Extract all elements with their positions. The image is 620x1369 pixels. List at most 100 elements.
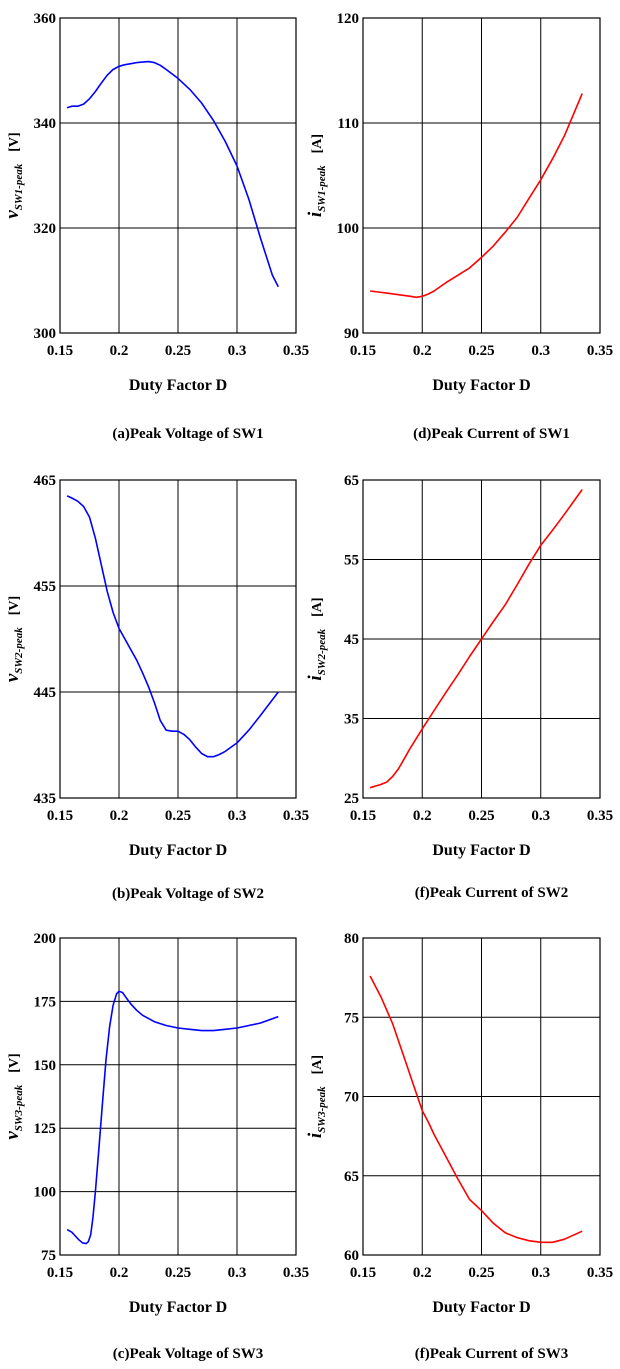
x-axis-label: Duty Factor D bbox=[432, 1299, 530, 1316]
x-tick-label: 0.2 bbox=[110, 343, 129, 359]
y-tick-label: 125 bbox=[34, 1121, 57, 1137]
series-line bbox=[369, 975, 583, 1244]
y-tick-label: 360 bbox=[34, 11, 57, 27]
x-tick-label: 0.3 bbox=[228, 343, 247, 359]
y-tick-label: 90 bbox=[344, 326, 359, 342]
chart-caption: (f)Peak Current of SW3 bbox=[415, 1346, 568, 1362]
y-tick-label: 60 bbox=[344, 1248, 359, 1264]
x-axis-label: Duty Factor D bbox=[129, 842, 227, 859]
plot-frame bbox=[59, 937, 297, 1256]
y-axis-symbol: i bbox=[305, 211, 326, 217]
y-axis-subscript: SW3-peak bbox=[316, 1086, 328, 1133]
x-tick-label: 0.2 bbox=[413, 343, 432, 359]
x-tick-label: 0.35 bbox=[587, 343, 613, 359]
x-tick-label: 0.25 bbox=[165, 808, 191, 824]
y-tick-label: 120 bbox=[337, 11, 360, 27]
series-line bbox=[66, 990, 279, 1245]
series-line bbox=[369, 489, 583, 789]
x-tick-label: 0.35 bbox=[283, 808, 309, 824]
y-axis-symbol: i bbox=[305, 675, 326, 681]
series-line bbox=[66, 60, 280, 288]
x-tick-label: 0.3 bbox=[531, 343, 550, 359]
x-tick-label: 0.3 bbox=[228, 1265, 247, 1281]
x-tick-label: 0.35 bbox=[587, 808, 613, 824]
y-tick-label: 300 bbox=[34, 326, 57, 342]
y-tick-label: 320 bbox=[34, 221, 57, 237]
series-line bbox=[369, 93, 583, 299]
x-axis-label: Duty Factor D bbox=[432, 842, 530, 859]
chart-panel-5: 0.15 0.2 0.25 0.3 0.35 75 100 125 150 175 200 Duty … bbox=[2, 931, 309, 1362]
x-tick-label: 0.2 bbox=[413, 808, 432, 824]
y-tick-label: 55 bbox=[344, 553, 359, 569]
chart-panel-2: 0.15 0.2 0.25 0.3 0.35 90 100 110 120 Duty Factor… bbox=[305, 11, 613, 442]
x-tick-label: 0.35 bbox=[587, 1265, 613, 1281]
x-tick-label: 0.2 bbox=[110, 808, 129, 824]
y-axis-subscript: SW1-peak bbox=[13, 163, 25, 210]
x-tick-label: 0.15 bbox=[47, 1265, 73, 1281]
chart-caption: (d)Peak Current of SW1 bbox=[413, 426, 570, 442]
plot-frame bbox=[59, 479, 297, 799]
x-tick-label: 0.25 bbox=[165, 343, 191, 359]
series-line bbox=[66, 495, 279, 758]
y-tick-label: 80 bbox=[344, 931, 359, 947]
y-axis-unit: [A] bbox=[310, 1055, 325, 1074]
plot-frame bbox=[59, 17, 297, 334]
y-axis-label: vSW2-peak [V] bbox=[2, 596, 25, 682]
y-axis-symbol: v bbox=[2, 673, 23, 682]
y-tick-label: 150 bbox=[34, 1058, 57, 1074]
y-axis-subscript: SW3-peak bbox=[13, 1084, 25, 1131]
x-tick-label: 0.3 bbox=[228, 808, 247, 824]
y-tick-label: 340 bbox=[34, 116, 57, 132]
plot-frame bbox=[362, 479, 601, 799]
y-tick-label: 465 bbox=[34, 473, 57, 489]
x-tick-label: 0.15 bbox=[47, 808, 73, 824]
y-tick-label: 75 bbox=[344, 1010, 359, 1026]
x-tick-label: 0.2 bbox=[110, 1265, 129, 1281]
x-tick-label: 0.25 bbox=[468, 343, 494, 359]
x-tick-label: 0.35 bbox=[283, 1265, 309, 1281]
y-tick-label: 70 bbox=[344, 1090, 359, 1106]
x-tick-label: 0.15 bbox=[350, 343, 376, 359]
y-axis-label: vSW1-peak [V] bbox=[2, 132, 25, 218]
y-axis-symbol: v bbox=[2, 1131, 23, 1140]
chart-caption: (a)Peak Voltage of SW1 bbox=[112, 426, 263, 442]
y-axis-unit: [V] bbox=[7, 596, 22, 615]
chart-panel-6: 0.15 0.2 0.25 0.3 0.35 60 65 70 75 80 Duty Factor … bbox=[305, 931, 613, 1362]
y-axis-subscript: SW1-peak bbox=[316, 165, 328, 212]
y-axis-symbol: v bbox=[2, 210, 23, 219]
plot-frame bbox=[362, 937, 601, 1256]
y-tick-label: 75 bbox=[41, 1248, 56, 1264]
y-axis-unit: [A] bbox=[310, 597, 325, 616]
y-axis-subscript: SW2-peak bbox=[13, 627, 25, 674]
y-axis-subscript: SW2-peak bbox=[316, 628, 328, 675]
x-axis-label: Duty Factor D bbox=[129, 377, 227, 394]
y-tick-label: 110 bbox=[337, 116, 359, 132]
y-axis-unit: [V] bbox=[7, 1053, 22, 1072]
x-tick-label: 0.25 bbox=[165, 1265, 191, 1281]
y-axis-unit: [A] bbox=[310, 134, 325, 153]
y-axis-unit: [V] bbox=[7, 132, 22, 151]
y-tick-label: 35 bbox=[344, 712, 359, 728]
y-tick-label: 100 bbox=[34, 1185, 57, 1201]
y-tick-label: 100 bbox=[337, 221, 360, 237]
x-tick-label: 0.15 bbox=[350, 808, 376, 824]
chart-caption: (c)Peak Voltage of SW3 bbox=[113, 1346, 263, 1362]
x-tick-label: 0.15 bbox=[47, 343, 73, 359]
x-tick-label: 0.3 bbox=[531, 808, 550, 824]
y-tick-label: 45 bbox=[344, 632, 359, 648]
y-axis-symbol: i bbox=[305, 1132, 326, 1138]
x-tick-label: 0.25 bbox=[468, 1265, 494, 1281]
x-tick-label: 0.2 bbox=[413, 1265, 432, 1281]
y-axis-label: vSW3-peak [V] bbox=[2, 1053, 25, 1139]
y-tick-label: 445 bbox=[34, 685, 57, 701]
y-tick-label: 65 bbox=[344, 473, 359, 489]
y-tick-label: 175 bbox=[34, 994, 57, 1010]
x-tick-label: 0.15 bbox=[350, 1265, 376, 1281]
x-tick-label: 0.3 bbox=[531, 1265, 550, 1281]
chart-panel-3: 0.15 0.2 0.25 0.3 0.35 435 445 455 465 Duty Facto… bbox=[2, 473, 309, 902]
chart-caption: (f)Peak Current of SW2 bbox=[415, 885, 568, 901]
y-axis-label: iSW2-peak [A] bbox=[305, 597, 328, 680]
y-tick-label: 200 bbox=[34, 931, 57, 947]
chart-caption: (b)Peak Voltage of SW2 bbox=[112, 886, 264, 902]
